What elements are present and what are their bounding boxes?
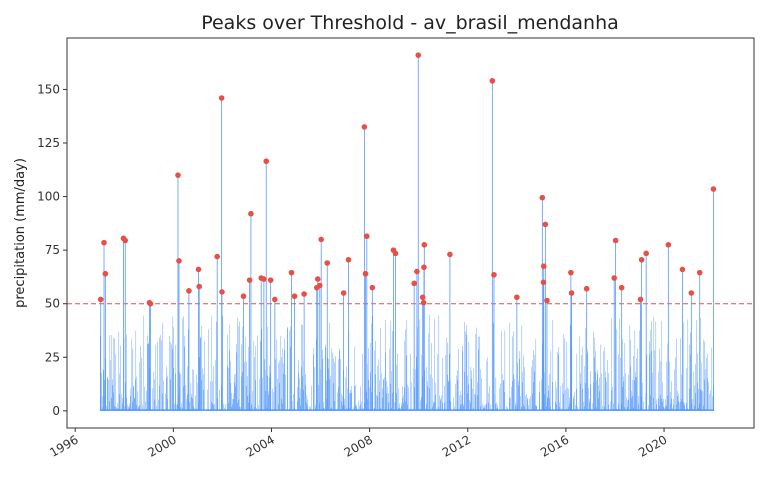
- peak-point: [263, 158, 270, 165]
- peak-point: [491, 271, 497, 278]
- y-tick-label: 50: [45, 297, 60, 311]
- peak-point: [364, 233, 370, 240]
- peak-point: [421, 264, 427, 271]
- x-axis: 1996 2000 2004 2008 2012 2016 2020: [47, 428, 670, 460]
- peak-point: [414, 268, 420, 275]
- peak-point: [568, 290, 575, 296]
- peak-point: [246, 277, 253, 283]
- peak-point: [514, 294, 520, 301]
- peak-point: [568, 269, 574, 276]
- peak-point: [219, 289, 225, 295]
- peak-point: [415, 52, 422, 58]
- peak-point: [489, 78, 496, 84]
- peak-point: [176, 258, 182, 264]
- x-tick-label: 2000: [145, 432, 178, 459]
- peak-point: [539, 194, 546, 201]
- peak-point: [540, 263, 547, 270]
- x-tick-label: 2016: [538, 432, 571, 459]
- peak-point: [688, 290, 695, 296]
- y-axis-label: precipitation (mm/day): [13, 158, 28, 308]
- peak-point: [540, 279, 547, 286]
- peak-point: [420, 299, 427, 306]
- x-tick-label: 1996: [47, 432, 80, 459]
- peak-point: [638, 256, 645, 263]
- y-tick-label: 150: [37, 82, 60, 96]
- peak-point: [316, 282, 323, 289]
- peak-point: [102, 270, 109, 277]
- peak-stems: [100, 55, 714, 411]
- y-tick-label: 25: [45, 350, 60, 364]
- y-axis: 0 25 50 75 100 125 150: [37, 82, 67, 418]
- peak-point: [392, 250, 399, 257]
- peak-point: [665, 241, 672, 248]
- peak-point: [272, 296, 278, 303]
- x-tick-label: 2020: [636, 432, 669, 459]
- y-tick-label: 0: [52, 404, 60, 418]
- peak-point: [361, 124, 368, 130]
- x-tick-label: 2004: [244, 432, 277, 459]
- peak-point: [218, 95, 225, 101]
- peak-point: [643, 250, 649, 257]
- y-tick-label: 125: [37, 136, 60, 150]
- y-tick-label: 100: [37, 190, 60, 204]
- peak-point: [324, 260, 331, 266]
- peak-point: [301, 291, 307, 297]
- peak-point: [618, 284, 625, 291]
- peak-point: [369, 284, 376, 291]
- peak-point: [97, 296, 104, 303]
- peak-point: [240, 293, 247, 300]
- plot-frame: [66, 37, 755, 429]
- peak-point: [261, 276, 267, 282]
- peak-point: [544, 297, 550, 304]
- peak-point: [710, 186, 717, 192]
- peak-points: [97, 52, 717, 307]
- peak-point: [419, 294, 426, 301]
- peak-point: [101, 239, 107, 246]
- peak-point: [345, 256, 352, 263]
- peak-point: [318, 236, 324, 243]
- peak-point: [447, 251, 453, 258]
- peak-point: [542, 221, 549, 228]
- peak-point: [248, 210, 254, 217]
- peak-point: [291, 293, 298, 300]
- peak-point: [195, 266, 202, 273]
- peak-point: [214, 253, 221, 260]
- peak-point: [362, 270, 369, 277]
- peak-point: [186, 288, 192, 294]
- peak-point: [175, 172, 181, 178]
- peak-point: [696, 269, 703, 276]
- peak-point: [421, 241, 428, 248]
- peak-point: [340, 290, 347, 296]
- chart-title: Peaks over Threshold - av_brasil_mendanh…: [201, 12, 619, 34]
- peak-point: [147, 300, 154, 307]
- peak-point: [583, 285, 590, 292]
- peak-point: [411, 280, 417, 287]
- peak-point: [288, 269, 295, 276]
- peak-point: [314, 276, 321, 282]
- y-tick-label: 75: [45, 243, 60, 257]
- peak-point: [196, 283, 203, 290]
- peak-point: [122, 237, 129, 244]
- peak-point: [267, 277, 274, 283]
- peak-point: [611, 275, 618, 281]
- x-tick-label: 2008: [342, 432, 375, 459]
- x-tick-label: 2012: [440, 432, 473, 459]
- peak-point: [612, 237, 619, 244]
- peak-point: [637, 296, 644, 303]
- peak-point: [679, 266, 686, 273]
